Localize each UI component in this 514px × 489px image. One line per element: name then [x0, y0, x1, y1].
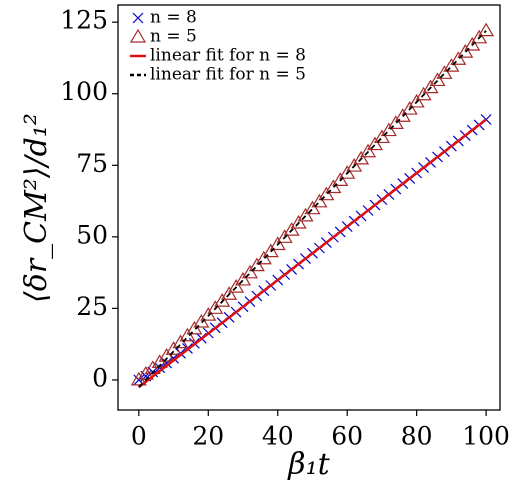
x-tick-label: 0 [131, 422, 147, 451]
y-tick-label: 50 [76, 220, 108, 249]
x-tick-label: 20 [192, 422, 224, 451]
cross-marker [161, 357, 173, 369]
triangle-marker [207, 300, 224, 314]
triangle-marker [450, 51, 467, 65]
triangle-marker [394, 108, 411, 122]
triangle-marker [478, 22, 495, 37]
triangle-marker [353, 150, 370, 165]
triangle-marker [228, 279, 245, 293]
triangle-marker [193, 313, 210, 328]
triangle-marker [318, 186, 335, 201]
triangle-marker [241, 264, 259, 279]
triangle-marker [366, 136, 384, 151]
triangle-marker [387, 115, 404, 129]
triangle-marker [359, 143, 377, 158]
y-tick-label: 100 [60, 77, 108, 106]
triangle-marker [214, 293, 231, 307]
triangle-marker [415, 86, 432, 101]
y-tick-label: 75 [76, 149, 108, 178]
triangle-marker [297, 207, 314, 222]
triangle-marker [262, 243, 279, 258]
y-tick-label: 125 [60, 6, 108, 35]
triangle-marker [200, 307, 217, 321]
legend-icon [129, 28, 147, 43]
plot-area [130, 22, 495, 389]
triangle-marker [429, 72, 446, 87]
fit-line [138, 118, 487, 389]
x-axis-label: β₁t [287, 447, 330, 482]
triangle-marker [457, 44, 474, 58]
triangle-marker [255, 250, 272, 265]
triangle-marker [332, 172, 349, 186]
y-tick-label: 0 [92, 363, 108, 392]
x-tick-label: 100 [462, 422, 510, 451]
y-tick-label: 25 [76, 292, 108, 321]
triangle-marker [422, 79, 439, 94]
legend-label: linear fit for n = 8 [150, 46, 306, 66]
triangle-marker [380, 122, 397, 137]
triangle-marker [248, 257, 265, 272]
x-tick-label: 80 [401, 422, 433, 451]
triangle-marker [304, 200, 321, 215]
triangle-marker [269, 236, 286, 251]
fit-line [138, 30, 487, 388]
triangle-marker [373, 129, 390, 144]
x-tick-label: 60 [331, 422, 363, 451]
plot-frame [117, 4, 501, 411]
legend-label: linear fit for n = 5 [150, 65, 306, 85]
triangle-marker [234, 271, 252, 286]
triangle-marker [311, 193, 328, 208]
y-axis-label: ⟨δr_CM²⟩/d₁² [19, 113, 54, 303]
triangle-marker [408, 93, 425, 108]
triangle-marker [283, 222, 300, 236]
triangle-marker [221, 286, 238, 300]
triangle-marker [339, 165, 356, 179]
legend-label: n = 8 [150, 8, 197, 28]
triangle-marker [346, 157, 363, 172]
triangle-marker [443, 58, 460, 72]
triangle-marker [471, 29, 488, 44]
legend-icon [132, 12, 144, 24]
triangle-marker [325, 179, 342, 194]
triangle-marker [464, 36, 481, 51]
triangle-marker [290, 214, 307, 229]
triangle-marker [401, 101, 418, 115]
triangle-marker [436, 65, 453, 79]
triangle-marker [158, 348, 175, 362]
triangle-marker [276, 229, 293, 243]
triangle-marker [186, 320, 203, 335]
legend-label: n = 5 [150, 27, 197, 47]
x-tick-label: 40 [262, 422, 294, 451]
